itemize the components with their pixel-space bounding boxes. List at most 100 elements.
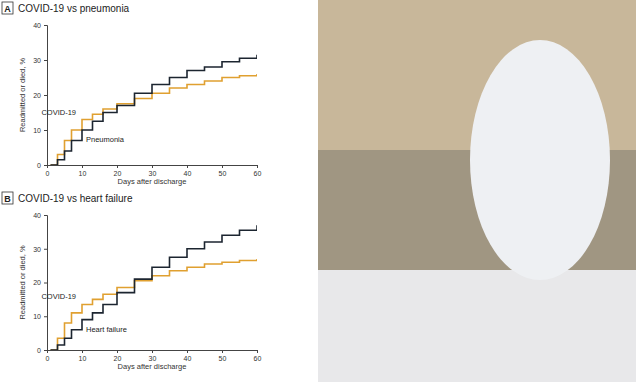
tick-label: 30 bbox=[149, 170, 157, 177]
tick-label: 40 bbox=[33, 212, 41, 219]
tick-mark bbox=[187, 350, 188, 353]
tick-mark bbox=[44, 215, 47, 216]
axis-line bbox=[48, 166, 258, 169]
tick-label: 40 bbox=[184, 170, 192, 177]
tick-mark bbox=[222, 165, 223, 168]
series-line bbox=[51, 55, 258, 165]
tick-mark bbox=[44, 283, 47, 284]
tick-label: 30 bbox=[33, 245, 41, 252]
series-label: COVID-19 bbox=[41, 292, 76, 301]
axis-line bbox=[44, 26, 48, 166]
tick: 10 bbox=[79, 165, 87, 177]
series-line bbox=[51, 259, 258, 350]
tick: 60 bbox=[254, 165, 262, 177]
tick-label: 50 bbox=[219, 355, 227, 362]
tick-label: 20 bbox=[114, 170, 122, 177]
tick-label: 10 bbox=[33, 313, 41, 320]
chart: ACOVID-19 vs pneumonia 0 10 20 30 40 50 60 0 10 20… bbox=[2, 2, 261, 186]
tick: 10 bbox=[33, 127, 47, 134]
y-axis-title: Readmitted or died, % bbox=[18, 58, 27, 133]
photo-background bbox=[318, 0, 636, 382]
tick-label: 50 bbox=[219, 170, 227, 177]
tick-label: 0 bbox=[37, 162, 41, 169]
tick-mark bbox=[187, 165, 188, 168]
tick-mark bbox=[82, 165, 83, 168]
tick: 30 bbox=[33, 57, 47, 64]
x-axis: 0 10 20 30 40 50 60 bbox=[46, 350, 262, 362]
tick-mark bbox=[44, 165, 47, 166]
tick-mark bbox=[257, 350, 258, 353]
tick-label: 0 bbox=[37, 347, 41, 354]
tick-label: 40 bbox=[33, 22, 41, 29]
x-axis: 0 10 20 30 40 50 60 bbox=[46, 165, 262, 177]
panel-label: A bbox=[4, 4, 11, 14]
series-label: COVID-19 bbox=[41, 108, 76, 117]
tick: 0 bbox=[37, 162, 47, 169]
tick-mark bbox=[44, 350, 47, 351]
tick: 0 bbox=[37, 347, 47, 354]
tick: 50 bbox=[219, 350, 227, 362]
tick-mark bbox=[257, 165, 258, 168]
tick-mark bbox=[117, 350, 118, 353]
plot-area bbox=[51, 225, 258, 350]
series-line bbox=[51, 225, 258, 350]
x-axis-title: Days after discharge bbox=[118, 177, 187, 186]
panel-label: B bbox=[4, 194, 11, 204]
tick-mark bbox=[222, 350, 223, 353]
tick: 20 bbox=[114, 350, 122, 362]
tick: 20 bbox=[114, 165, 122, 177]
tick-mark bbox=[82, 350, 83, 353]
tick-label: 20 bbox=[114, 355, 122, 362]
series-label: Heart failure bbox=[86, 325, 127, 334]
tick: 60 bbox=[254, 350, 262, 362]
panel-box bbox=[2, 192, 13, 204]
tick: 20 bbox=[33, 279, 47, 286]
photo-figure bbox=[470, 40, 610, 280]
tick-mark bbox=[44, 25, 47, 26]
tick-label: 30 bbox=[149, 355, 157, 362]
tick-label: 60 bbox=[254, 170, 262, 177]
tick-mark bbox=[152, 350, 153, 353]
title: COVID-19 vs heart failure bbox=[18, 193, 133, 204]
tick-label: 10 bbox=[33, 127, 41, 134]
tick-label: 0 bbox=[46, 355, 50, 362]
series-line bbox=[51, 74, 258, 165]
tick-mark bbox=[44, 130, 47, 131]
header: B COVID-19 vs heart failure bbox=[2, 192, 133, 204]
tick-label: 10 bbox=[79, 170, 87, 177]
tick: 40 bbox=[33, 212, 47, 219]
tick-label: 20 bbox=[33, 92, 41, 99]
tick-mark bbox=[152, 165, 153, 168]
tick: 0 bbox=[46, 350, 50, 362]
tick-mark bbox=[44, 249, 47, 250]
chart: BCOVID-19 vs heart failure01020304050600… bbox=[2, 192, 261, 371]
tick-mark bbox=[44, 95, 47, 96]
tick: 10 bbox=[79, 350, 87, 362]
tick-label: 0 bbox=[46, 170, 50, 177]
panel-box bbox=[2, 2, 13, 14]
tick-label: 60 bbox=[254, 355, 262, 362]
header: ACOVID-19 vs pneumonia bbox=[2, 2, 130, 14]
tick: 10 bbox=[33, 313, 47, 320]
tick-label: 20 bbox=[33, 279, 41, 286]
axis-line bbox=[44, 216, 48, 351]
tick: 30 bbox=[33, 245, 47, 252]
tick: 40 bbox=[184, 165, 192, 177]
tick: 20 bbox=[33, 92, 47, 99]
tick: 30 bbox=[149, 350, 157, 362]
series-label: Pneumonia bbox=[86, 135, 125, 144]
tick-label: 40 bbox=[184, 355, 192, 362]
photo bbox=[318, 0, 636, 382]
tick: 50 bbox=[219, 165, 227, 177]
page: ACOVID-19 vs pneumonia 0 10 20 30 40 50 60 0 10 20… bbox=[0, 0, 636, 382]
tick-label: 30 bbox=[33, 57, 41, 64]
tick: 40 bbox=[184, 350, 192, 362]
photo-bed bbox=[318, 270, 636, 382]
y-axis: 0 10 20 30 40 bbox=[33, 22, 47, 169]
tick-mark bbox=[44, 316, 47, 317]
tick: 0 bbox=[46, 165, 50, 177]
x-axis-title: Days after discharge bbox=[118, 362, 187, 371]
tick-mark bbox=[117, 165, 118, 168]
tick: 30 bbox=[149, 165, 157, 177]
y-axis: 0 10 20 30 40 bbox=[33, 212, 47, 354]
